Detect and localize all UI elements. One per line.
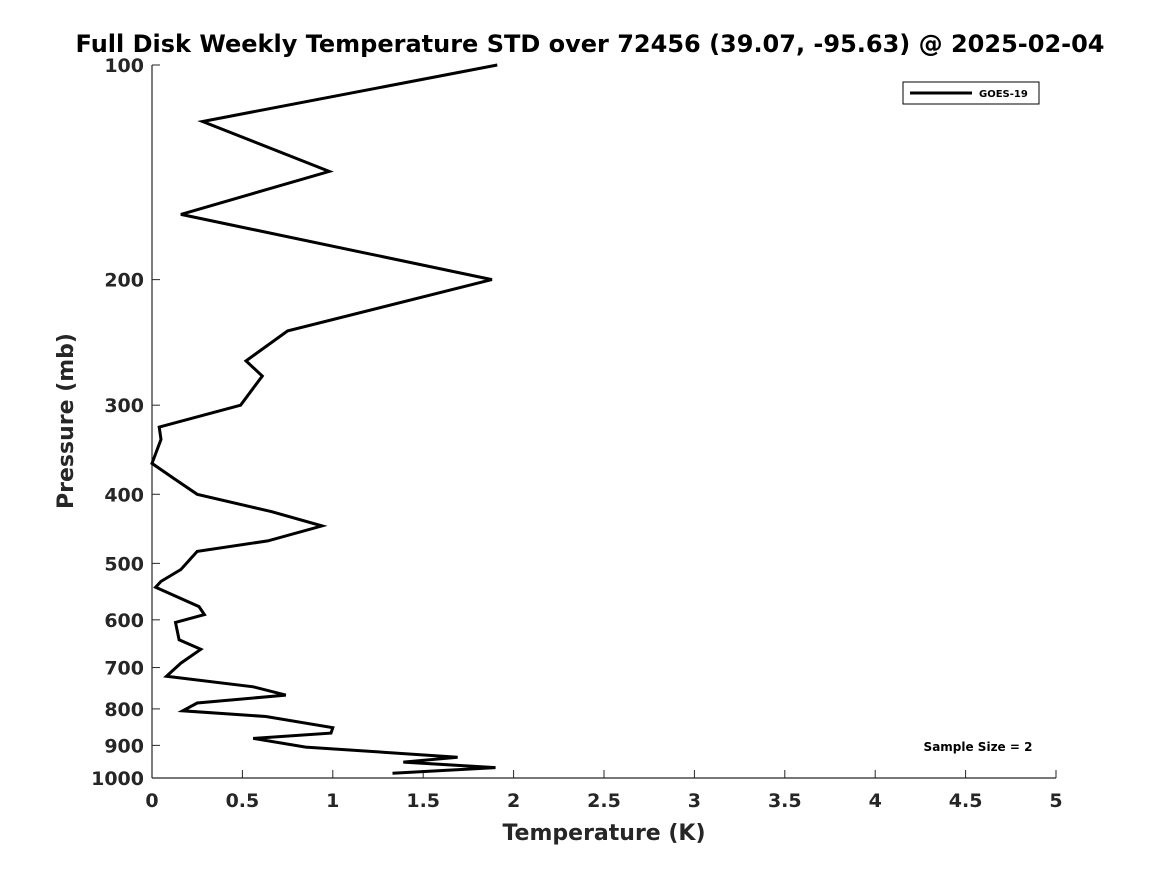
sample-size-annotation: Sample Size = 2: [924, 740, 1033, 754]
legend: GOES-19: [902, 81, 1040, 105]
ticks: 0 0.5 1 1.5 2 2.5 3 3.5 4 4.5 5 100 200 300 400 500 600 7…: [91, 55, 1063, 812]
x-tick-label: 1.5: [406, 790, 440, 812]
x-tick-label: 3: [688, 790, 701, 812]
x-tick-label: 5: [1049, 790, 1062, 812]
y-tick-label: 800: [104, 699, 144, 721]
x-tick-label: 0.5: [226, 790, 260, 812]
y-tick-label: 200: [104, 270, 144, 292]
x-tick-label: 1: [326, 790, 339, 812]
y-tick-label: 400: [104, 484, 144, 506]
x-tick-label: 2.5: [587, 790, 621, 812]
y-tick-label: 900: [104, 735, 144, 757]
chart-title: Full Disk Weekly Temperature STD over 72…: [76, 30, 1105, 58]
y-tick-label: 1000: [91, 768, 144, 790]
y-tick-label: 100: [104, 55, 144, 77]
series-line-goes-19: [150, 63, 498, 775]
y-tick-label: 700: [104, 658, 144, 680]
x-tick-label: 2: [507, 790, 520, 812]
axes: [151, 65, 1056, 779]
y-axis-label: Pressure (mb): [54, 333, 79, 509]
x-tick-label: 0: [145, 790, 158, 812]
y-tick-label: 300: [104, 395, 144, 417]
x-tick-label: 3.5: [768, 790, 802, 812]
legend-label-goes-19: GOES-19: [979, 89, 1028, 100]
x-tick-label: 4: [869, 790, 882, 812]
x-axis-label: Temperature (K): [502, 821, 705, 846]
y-tick-label: 500: [104, 553, 144, 575]
plot-area: [150, 63, 498, 775]
x-tick-label: 4.5: [949, 790, 983, 812]
y-tick-label: 600: [104, 610, 144, 632]
